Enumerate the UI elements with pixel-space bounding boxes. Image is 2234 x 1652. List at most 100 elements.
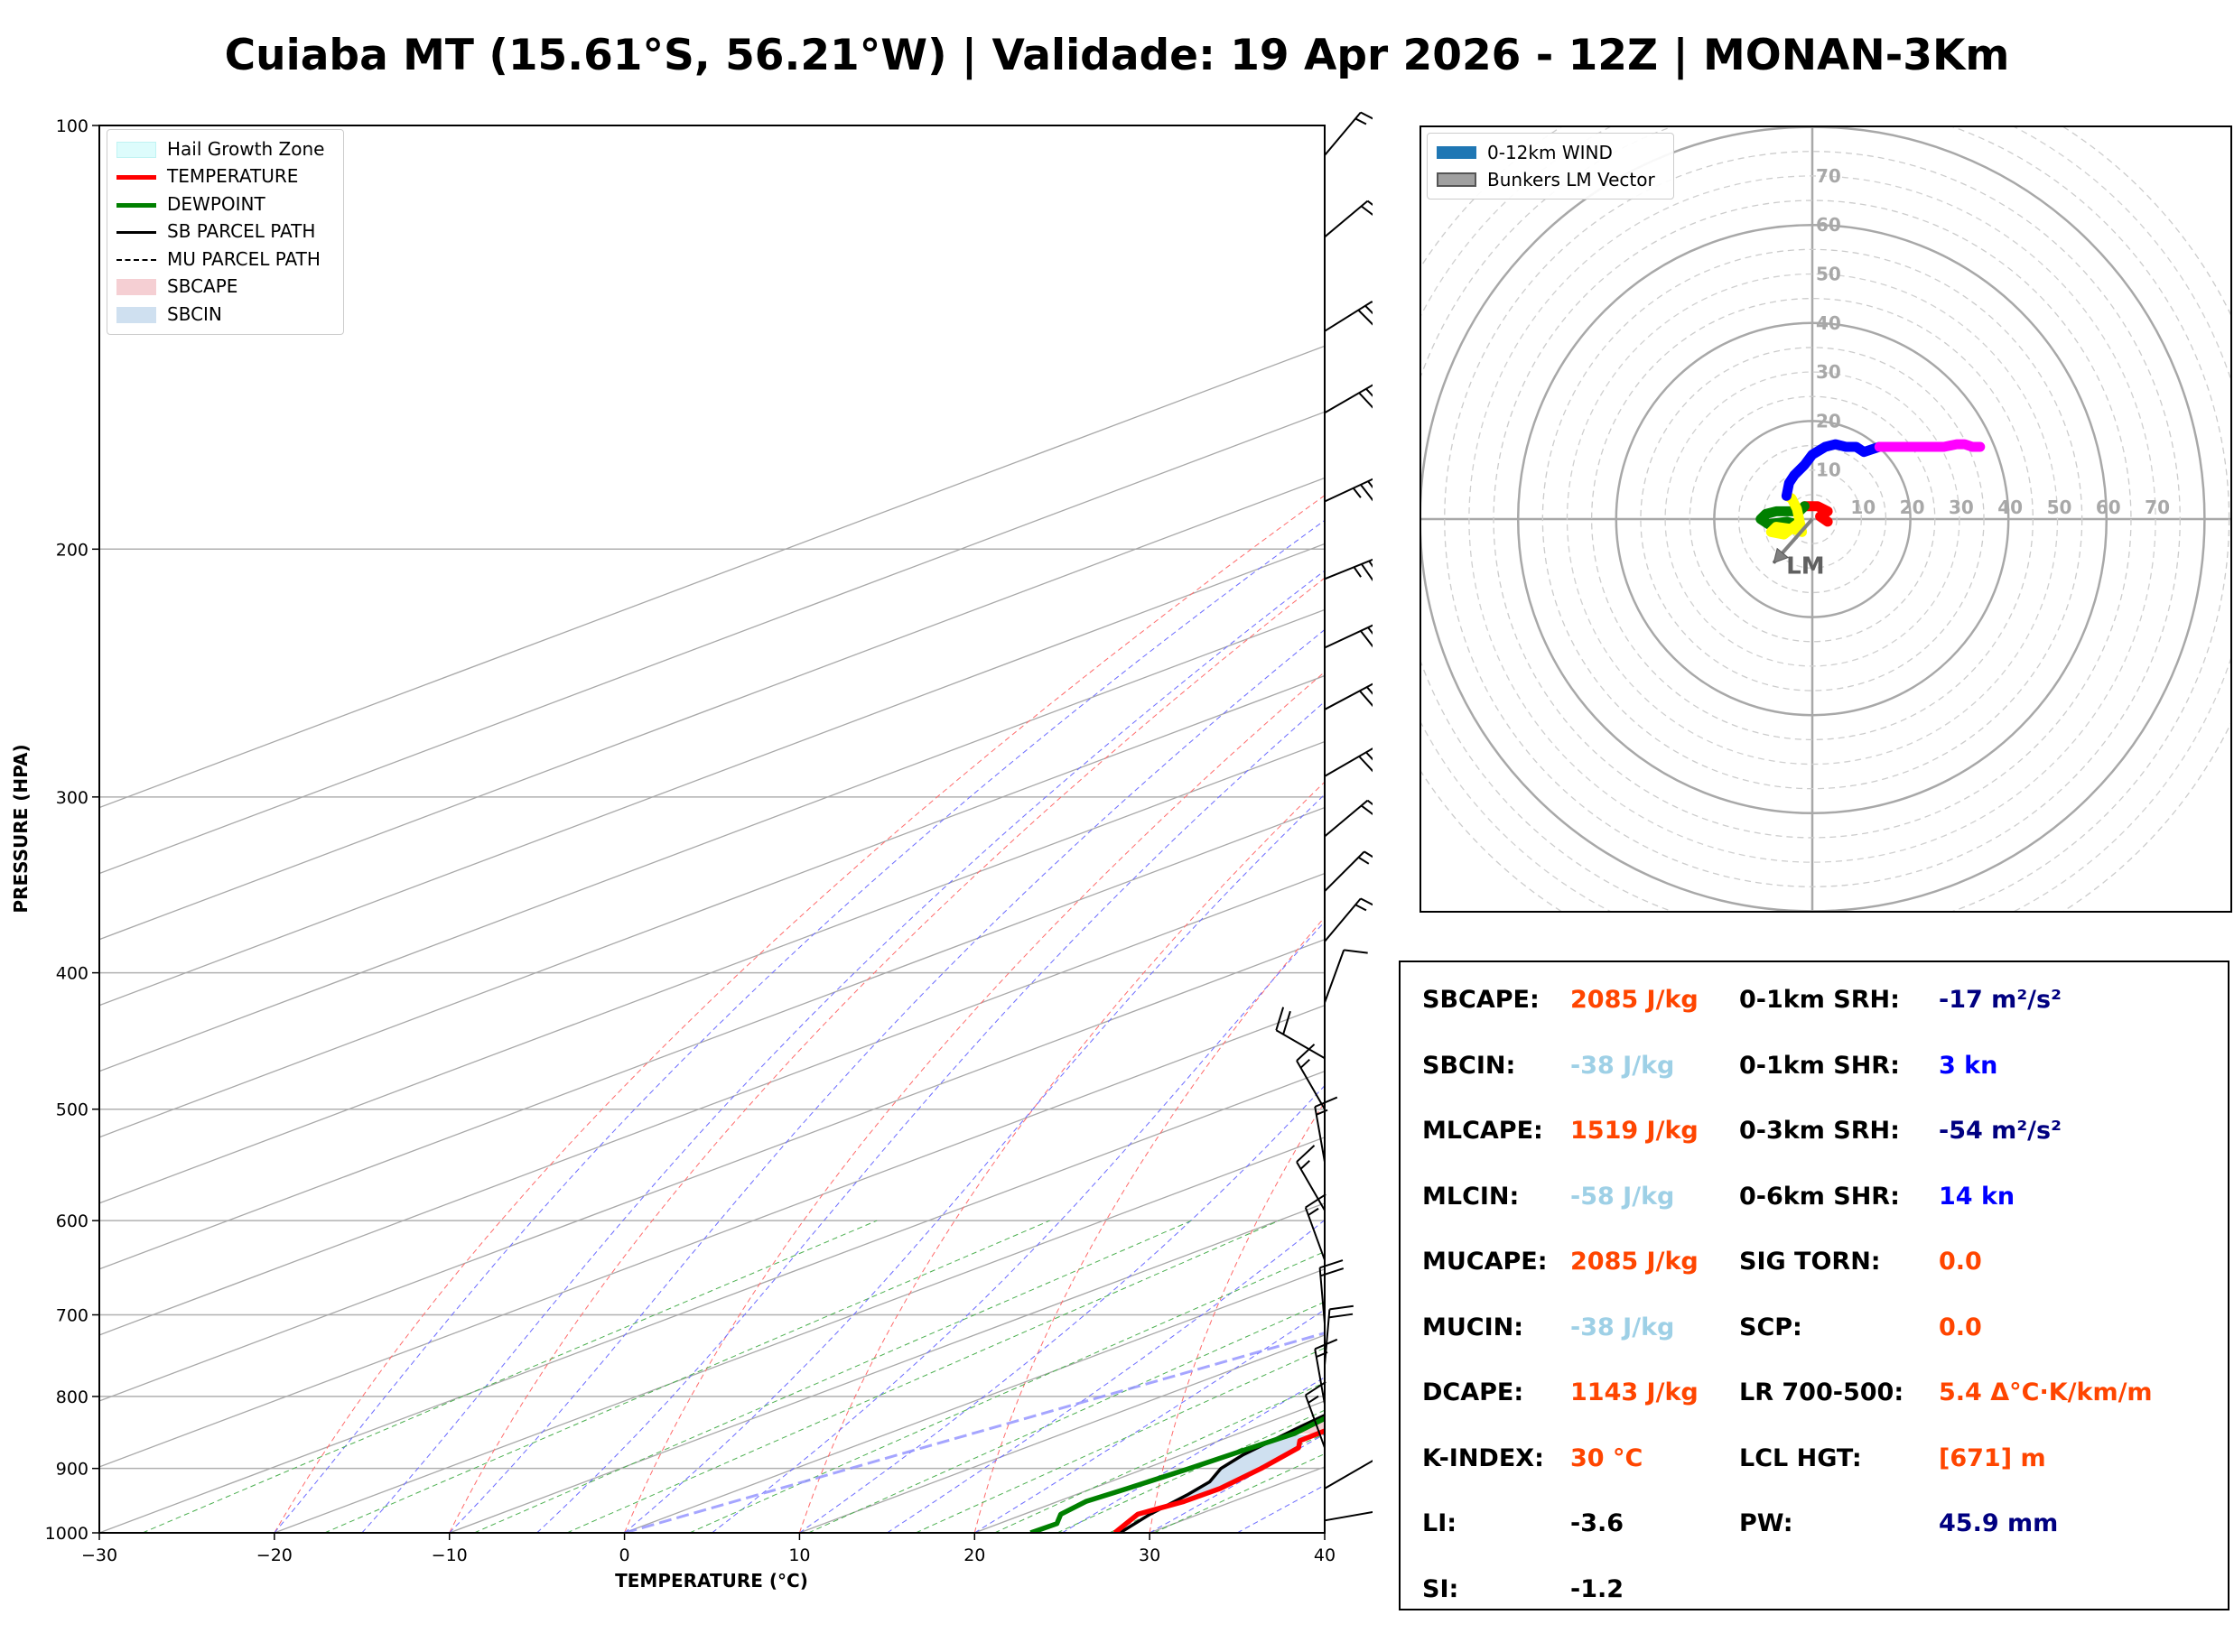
hodograph-legend: 0-12km WIND Bunkers LM Vector	[1427, 133, 1674, 200]
index-label: 0-6km SHR:	[1739, 1182, 1900, 1211]
wind-barb	[1324, 850, 1373, 892]
hodo-x-label: 50	[2047, 497, 2072, 518]
y-tick-label: 100	[56, 116, 88, 136]
bunkers-lm-arrowhead	[1773, 547, 1790, 564]
mixing-ratio-line	[142, 1220, 878, 1533]
hodo-minor-ring	[1737, 444, 1887, 594]
wind-barb	[1324, 384, 1373, 414]
isotherm	[99, 1071, 1325, 1533]
hodo-y-label: 60	[1816, 214, 1841, 236]
isotherm	[99, 345, 1325, 809]
mixing-ratio-line	[324, 1220, 1050, 1533]
hodo-x-label: 20	[1900, 497, 1925, 518]
hodo-minor-ring	[1640, 347, 1985, 691]
isotherm	[974, 1400, 1325, 1533]
isotherm	[799, 1334, 1325, 1533]
index-label: 0-1km SRH:	[1739, 986, 1900, 1014]
mixing-ratio-line	[1056, 1409, 1325, 1533]
y-tick-label: 400	[56, 964, 88, 984]
isotherm	[99, 872, 1325, 1336]
hodo-minor-ring	[1689, 395, 1936, 643]
dry-adiabat	[973, 916, 1325, 1533]
moist-adiabat	[1324, 1532, 1325, 1533]
isotherm	[99, 740, 1325, 1204]
wind-barb	[1324, 1510, 1373, 1522]
wind-barb	[1324, 478, 1373, 503]
index-label: MLCAPE:	[1422, 1117, 1543, 1145]
index-label: SCP:	[1739, 1313, 1802, 1341]
plot-frame	[98, 125, 1326, 1534]
dewpoint-line	[1029, 1415, 1325, 1533]
hodo-y-label: 70	[1816, 165, 1841, 187]
hodo-ring-30	[1664, 371, 1960, 667]
index-value: -54 m²/s²	[1939, 1117, 2062, 1145]
mixing-ratio-line	[689, 1250, 1325, 1533]
x-tick-label: 30	[1139, 1545, 1160, 1565]
y-axis-label: PRESSURE (HPA)	[10, 744, 32, 913]
hodo-y-label: 10	[1816, 459, 1841, 481]
wind-barb	[1324, 799, 1373, 838]
index-value: 3 kn	[1939, 1051, 1998, 1080]
index-value: -1.2	[1570, 1574, 1624, 1603]
index-label: K-INDEX:	[1422, 1443, 1544, 1472]
indices-panel: SBCAPE: 2085 J/kg SBCIN: -38 J/kg MLCAPE: 151…	[1399, 961, 2229, 1610]
hodo-x-label: 60	[2096, 497, 2121, 518]
index-value: -38 J/kg	[1570, 1313, 1675, 1341]
mixing-ratio-line	[915, 1347, 1325, 1533]
isotherm	[99, 543, 1325, 1007]
hodo-minor-ring	[1541, 248, 2083, 790]
sbcape-area	[1286, 1415, 1325, 1434]
sb-parcel-line	[1119, 1413, 1325, 1533]
isotherm	[449, 1202, 1325, 1533]
hodo-minor-ring	[1420, 125, 2230, 913]
dry-adiabat	[274, 495, 1325, 1533]
wind-barb	[1324, 747, 1373, 777]
hodo-y-label: 20	[1816, 410, 1841, 432]
index-label: SBCIN:	[1422, 1051, 1516, 1080]
wind-barb	[1304, 1381, 1326, 1449]
index-value: 0.0	[1939, 1248, 1982, 1276]
wind-barb	[1296, 1145, 1326, 1211]
index-label: MLCIN:	[1422, 1182, 1520, 1211]
y-tick-label: 900	[56, 1460, 88, 1480]
mixing-ratio-line	[566, 1220, 1280, 1533]
wind-barb	[1324, 558, 1373, 582]
isotherm	[274, 1137, 1325, 1533]
index-value: -38 J/kg	[1570, 1051, 1675, 1080]
hodo-minor-ring	[1493, 200, 2132, 839]
wind-barb	[1324, 949, 1368, 1003]
wind-barb	[1296, 1044, 1326, 1110]
index-value: -3.6	[1570, 1509, 1624, 1537]
isotherm	[99, 806, 1325, 1270]
hodo-y-label: 30	[1816, 361, 1841, 383]
wind-barb	[1304, 1193, 1326, 1261]
hodo-ring-70	[1468, 175, 2156, 863]
isotherm	[99, 938, 1325, 1402]
index-label: 0-3km SRH:	[1739, 1117, 1900, 1145]
index-value: 1143 J/kg	[1570, 1378, 1699, 1406]
index-label: MUCIN:	[1422, 1313, 1524, 1341]
wind-barb	[1314, 1096, 1338, 1163]
moist-adiabat	[449, 628, 1325, 1533]
isotherm	[99, 1004, 1325, 1468]
hodo-trace	[1874, 439, 1986, 452]
x-axis-label: TEMPERATURE (°C)	[615, 1570, 808, 1592]
index-label: SBCAPE:	[1422, 986, 1540, 1014]
wind-barb	[1324, 682, 1373, 710]
x-tick-label: −30	[81, 1545, 117, 1565]
wind-barb	[1324, 1304, 1354, 1366]
hodo-x-label: 30	[1949, 497, 1974, 518]
hodograph: 10 10 20 20 30 30 40 40 50 50 60 60 70 70 LM	[1420, 125, 2232, 913]
hodograph-frame	[1420, 125, 2232, 913]
isotherm	[99, 411, 1325, 875]
y-tick-label: 1000	[45, 1524, 88, 1544]
mixing-ratio-line	[808, 1301, 1325, 1533]
y-tick-label: 600	[56, 1211, 88, 1231]
hodo-y-label: 40	[1816, 312, 1841, 334]
hodo-minor-ring	[1590, 297, 2034, 741]
index-value: 14 kn	[1939, 1182, 2015, 1211]
isotherm	[99, 477, 1325, 941]
skewt-legend: Hail Growth Zone TEMPERATURE DEWPOINT SB…	[107, 129, 344, 335]
mixing-ratio-line	[994, 1381, 1325, 1533]
wind-barb	[1324, 200, 1373, 238]
